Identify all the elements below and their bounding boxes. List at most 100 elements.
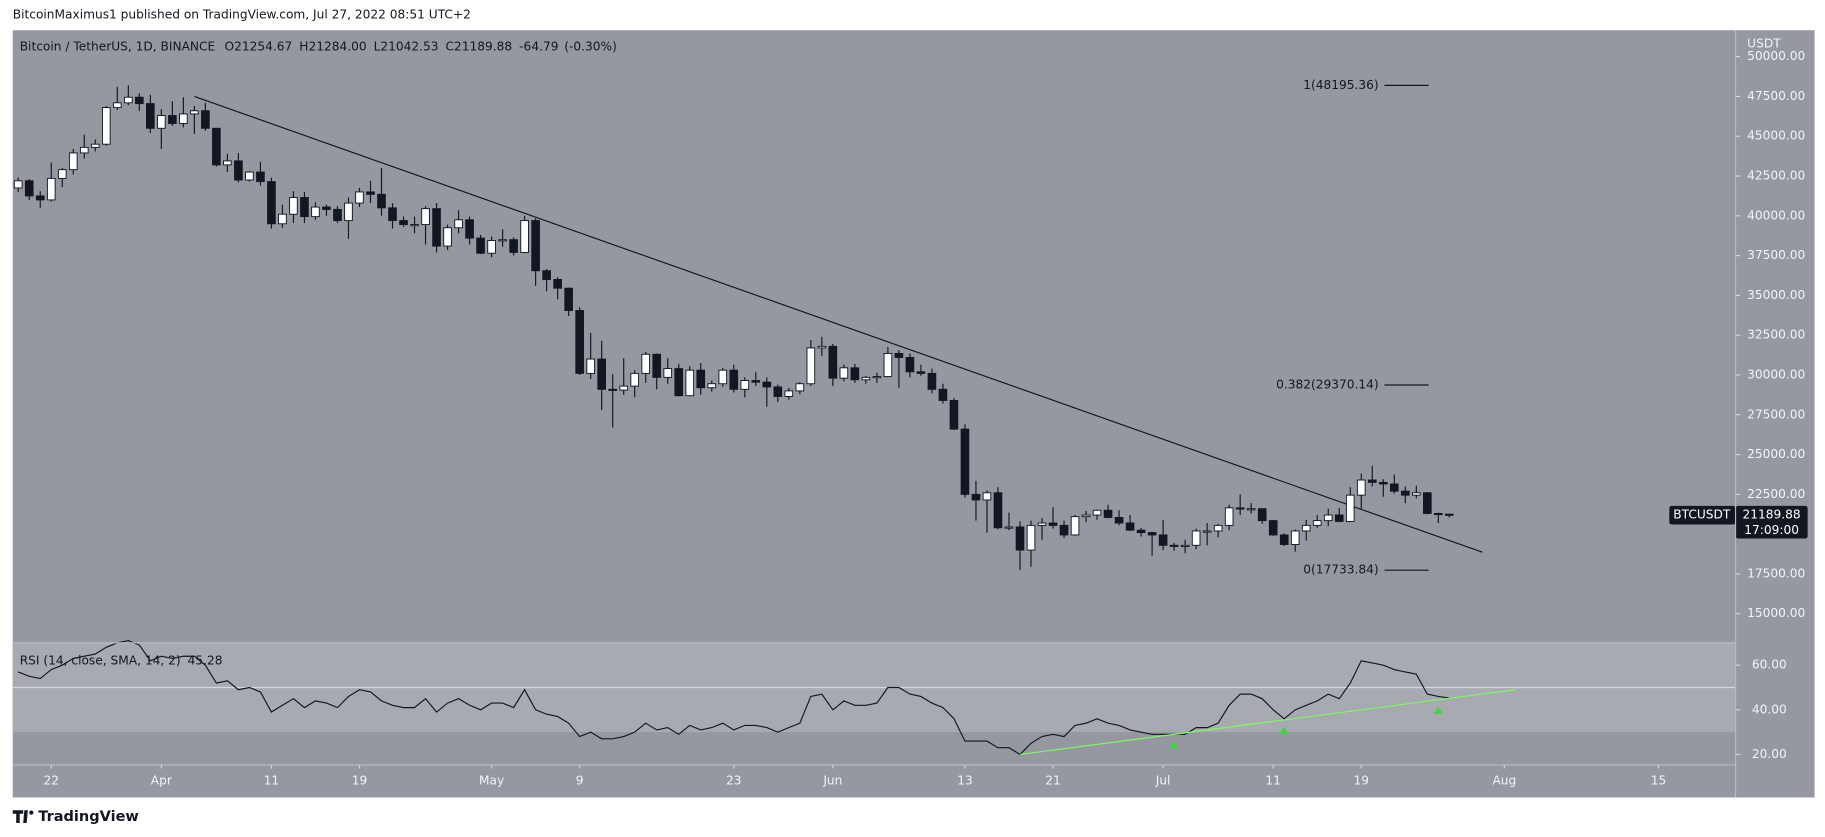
candle-body [46,177,56,201]
candle-body [1114,516,1124,524]
candle-body [1378,481,1388,485]
rsi-line [17,640,1450,756]
y-tick-label: 47500.00 [1747,89,1805,103]
x-tick-label: 11 [264,774,280,788]
candle-body [1070,516,1080,536]
candle-body [839,367,849,379]
candle-body [762,381,772,388]
candle-body [1290,530,1300,545]
fib-label: 0(17733.84) [1303,563,1378,577]
candle-body [861,376,871,381]
candle-body [311,206,320,218]
candle-body [1334,514,1344,522]
candle-body [927,372,937,390]
candle-body [90,143,100,148]
candle-body [1059,524,1069,536]
rsi-label: RSI (14, close, SMA, 14, 2) [20,653,181,667]
candle-body [179,113,188,124]
candle-body [212,127,221,166]
candle-body [101,107,111,145]
candle-body [289,197,298,215]
candle-body [916,371,926,374]
candle-body [333,208,342,222]
candle-body [982,492,992,501]
candle-body [949,399,959,430]
candle-body [740,380,750,390]
rsi-marker [1433,706,1443,714]
candle-body [366,191,375,195]
candle-body [597,358,606,390]
x-tick-label: 9 [576,774,584,788]
candle-body [850,367,860,381]
candle-body [35,195,45,201]
x-tick-label: 19 [352,774,368,788]
candle-body [773,386,783,397]
symbol-tag [1669,505,1736,525]
candle-body [938,388,948,401]
candle-body [256,171,265,183]
rsi-marker [1169,741,1179,749]
candle-body [344,202,353,222]
candle-body [190,110,199,115]
candle-body [707,383,717,389]
candle-body [68,152,78,171]
candle-body [663,368,673,378]
candle-body [553,279,562,289]
candle-body [1147,532,1157,536]
title: Bitcoin / TetherUS, 1D, BINANCE [20,39,216,53]
candle-body [674,368,684,397]
candle-body [1202,530,1212,533]
candle-body [1037,522,1047,526]
candle-body [1356,479,1366,496]
rsi-y-tick-label: 60.00 [1752,658,1787,672]
candle-body [1015,526,1025,551]
symbol-title: Bitcoin / TetherUS, 1D, BINANCE O21254.67… [20,39,617,53]
candle-body [399,220,408,226]
y-tick-label: 30000.00 [1747,367,1805,381]
candle-body [421,208,430,226]
candle-body [718,369,728,385]
candle-body [498,239,507,242]
legend-label: H [299,39,308,53]
candle-body [1026,524,1036,551]
candle-body [146,103,155,129]
brand: TradingView [38,809,139,825]
candle-body [905,357,915,373]
candle-body [1224,507,1234,526]
candle-body [1213,524,1223,532]
candle-body [784,390,794,397]
x-tick-label: 21 [1045,774,1061,788]
candle-body [388,207,397,222]
candle-body [223,160,232,166]
legend-label: L [374,39,381,53]
candle-body [751,380,761,383]
x-tick-label: May [479,774,504,788]
candle-body [993,492,1003,529]
candle-body [586,358,595,374]
candle-body [960,428,970,495]
candle-body [575,310,584,374]
candle-body [872,376,882,379]
x-tick-label: Jul [1155,774,1171,788]
candle-body [476,237,485,254]
candle-body [1125,522,1135,531]
legend-value: 21284.00 [308,39,366,53]
candle-body [1257,508,1267,522]
candle-body [1422,492,1432,514]
candle-body [1279,534,1289,545]
candle-body [630,372,640,387]
candle-body [454,219,463,229]
candle-body [1158,534,1168,546]
candle-body [971,493,981,501]
candle-body [201,110,210,129]
candle-body [135,96,144,105]
candle-body [828,345,838,379]
y-tick-label: 25000.00 [1747,447,1805,461]
rsi-marker [1279,726,1289,734]
candle-body [24,180,34,197]
candle-body [1268,520,1278,536]
candle-body [1136,529,1146,534]
tradingview-logo: TradingView [12,809,139,825]
candle-body [355,191,364,204]
candle-body [542,270,551,280]
